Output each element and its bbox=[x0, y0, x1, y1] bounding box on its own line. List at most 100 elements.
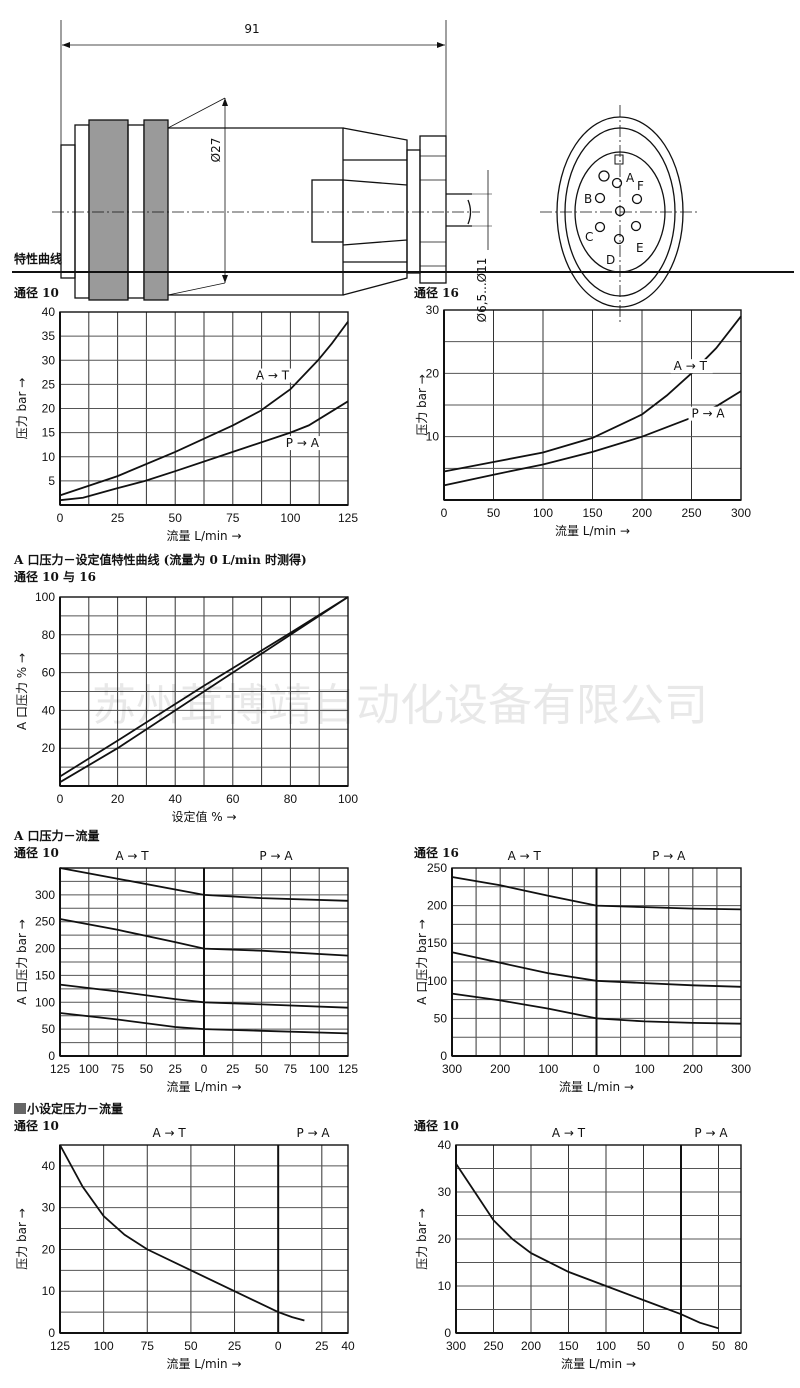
x-tick-label: 125 bbox=[50, 1339, 70, 1353]
chart2-heading: 通径 16 bbox=[414, 285, 459, 300]
chart4-heading: 通径 10 bbox=[14, 845, 59, 860]
y-tick-label: 0 bbox=[48, 1326, 55, 1340]
x-tick-label: 25 bbox=[226, 1062, 240, 1076]
x-tick-label: 300 bbox=[446, 1339, 466, 1353]
y-axis-label: A 口压力 % → bbox=[15, 653, 29, 730]
region-label-a-to-t: A → T bbox=[115, 849, 149, 863]
y-tick-label: 5 bbox=[48, 474, 55, 488]
x-tick-label: 50 bbox=[140, 1062, 154, 1076]
y-tick-label: 40 bbox=[42, 305, 56, 319]
y-tick-label: 50 bbox=[434, 1011, 448, 1025]
y-tick-label: 0 bbox=[48, 1049, 55, 1063]
x-tick-label: 25 bbox=[169, 1062, 183, 1076]
series-line-4 bbox=[59, 1012, 349, 1035]
y-tick-label: 10 bbox=[42, 1284, 56, 1298]
region-label-p-to-a: P → A bbox=[297, 1126, 331, 1140]
y-tick-label: 40 bbox=[438, 1138, 452, 1152]
x-tick-label: 50 bbox=[255, 1062, 269, 1076]
x-tick-label: 150 bbox=[558, 1339, 578, 1353]
setpoint-subtitle: 通径 10 与 16 bbox=[14, 569, 96, 584]
y-tick-label: 20 bbox=[42, 1242, 56, 1256]
pin-label-a: A bbox=[626, 171, 635, 185]
y-tick-label: 20 bbox=[42, 402, 56, 416]
section-title: 特性曲线 bbox=[14, 251, 62, 266]
chart5-heading: 通径 16 bbox=[414, 845, 459, 860]
series-line-2 bbox=[59, 400, 349, 502]
y-tick-label: 30 bbox=[438, 1185, 452, 1199]
x-tick-label: 75 bbox=[226, 511, 240, 525]
x-tick-label: 50 bbox=[637, 1339, 651, 1353]
y-tick-label: 40 bbox=[42, 703, 56, 717]
obscured-glyph bbox=[14, 1103, 26, 1114]
series-label-bg bbox=[670, 359, 713, 374]
chart-1: 0 25 50 75 100 125 5 10 15 20 25 30 35 40 流量 L/min → 压力… bbox=[15, 305, 358, 543]
y-tick-label: 20 bbox=[426, 366, 440, 380]
y-tick-label: 10 bbox=[42, 450, 56, 464]
series-label-bg bbox=[688, 406, 731, 421]
x-tick-label: 250 bbox=[483, 1339, 503, 1353]
pin-label-f: F bbox=[637, 179, 644, 193]
y-tick-label: 150 bbox=[427, 936, 447, 950]
pin-label-d: D bbox=[606, 253, 615, 267]
y-tick-label: 10 bbox=[438, 1279, 452, 1293]
x-tick-label: 200 bbox=[521, 1339, 541, 1353]
x-tick-label: 0 bbox=[57, 792, 64, 806]
cable-dimension-label: Ø6,5...Ø11 bbox=[475, 258, 489, 323]
x-tick-label: 300 bbox=[731, 506, 751, 520]
y-tick-label: 300 bbox=[35, 888, 55, 902]
x-axis-label: 流量 L/min → bbox=[166, 1357, 241, 1371]
chart7-heading: 通径 10 bbox=[414, 1118, 459, 1133]
x-tick-label: 40 bbox=[341, 1339, 355, 1353]
region-label-a-to-t: A → T bbox=[552, 1126, 586, 1140]
diameter-dimension-label: Ø27 bbox=[209, 138, 223, 163]
x-tick-label: 0 bbox=[593, 1062, 600, 1076]
series-line-1 bbox=[59, 1144, 305, 1322]
x-tick-label: 100 bbox=[596, 1339, 616, 1353]
x-axis-label: 流量 L/min → bbox=[166, 1080, 241, 1094]
x-tick-label: 0 bbox=[201, 1062, 208, 1076]
x-tick-label: 100 bbox=[635, 1062, 655, 1076]
y-tick-label: 200 bbox=[427, 899, 447, 913]
x-tick-label: 100 bbox=[79, 1062, 99, 1076]
x-tick-label: 0 bbox=[57, 511, 64, 525]
x-tick-label: 100 bbox=[533, 506, 553, 520]
y-tick-label: 20 bbox=[42, 741, 56, 755]
series-label: A → T bbox=[674, 359, 708, 373]
y-tick-label: 35 bbox=[42, 329, 56, 343]
x-tick-label: 0 bbox=[441, 506, 448, 520]
x-tick-label: 60 bbox=[226, 792, 240, 806]
x-tick-label: 50 bbox=[184, 1339, 198, 1353]
x-tick-label: 0 bbox=[678, 1339, 685, 1353]
length-dimension-label: 91 bbox=[244, 22, 259, 36]
y-tick-label: 50 bbox=[42, 1022, 56, 1036]
y-tick-label: 100 bbox=[35, 590, 55, 604]
y-tick-label: 15 bbox=[42, 426, 56, 440]
series-line-1 bbox=[451, 876, 742, 911]
y-tick-label: 40 bbox=[42, 1159, 56, 1173]
x-tick-label: 100 bbox=[94, 1339, 114, 1353]
y-tick-label: 30 bbox=[426, 303, 440, 317]
y-axis-label: 压力 bar → bbox=[15, 378, 29, 440]
x-tick-label: 50 bbox=[169, 511, 183, 525]
chart-4: 125 100 75 50 25 0 25 50 75 100 125050100150200250… bbox=[15, 849, 358, 1094]
connector-side-drawing bbox=[52, 20, 492, 301]
chart-7: 300 250 200 150 100 50 0 50 80 0 10 20 30 40 流量 L/min … bbox=[415, 1126, 748, 1371]
x-tick-label: 200 bbox=[632, 506, 652, 520]
y-axis-label: 压力 bar → bbox=[15, 1208, 29, 1270]
x-tick-label: 25 bbox=[315, 1339, 329, 1353]
y-tick-label: 0 bbox=[440, 1049, 447, 1063]
x-tick-label: 20 bbox=[111, 792, 125, 806]
y-tick-label: 200 bbox=[35, 942, 55, 956]
y-tick-label: 30 bbox=[42, 353, 56, 367]
x-tick-label: 80 bbox=[734, 1339, 748, 1353]
pin-label-c: C bbox=[585, 230, 593, 244]
y-tick-label: 250 bbox=[35, 915, 55, 929]
y-axis-label: A 口压力 bar → bbox=[15, 919, 29, 1005]
x-axis-label: 流量 L/min → bbox=[561, 1357, 636, 1371]
region-label-p-to-a: P → A bbox=[694, 1126, 728, 1140]
region-label-p-to-a: P → A bbox=[259, 849, 293, 863]
y-tick-label: 25 bbox=[42, 377, 56, 391]
series-label-bg bbox=[282, 436, 325, 451]
